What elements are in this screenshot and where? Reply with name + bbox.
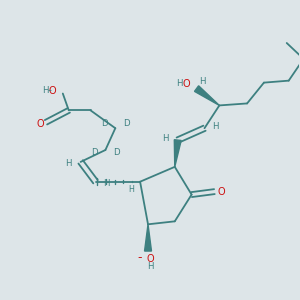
Text: D: D: [101, 119, 107, 128]
Text: H: H: [212, 122, 219, 131]
Text: H: H: [147, 262, 153, 272]
Text: H: H: [176, 79, 183, 88]
Polygon shape: [145, 224, 152, 251]
Text: O: O: [36, 119, 44, 129]
Text: H: H: [162, 134, 169, 142]
Text: O: O: [182, 79, 190, 88]
Text: H: H: [65, 159, 72, 168]
Polygon shape: [194, 86, 219, 105]
Text: H: H: [42, 86, 49, 95]
Text: -: -: [138, 251, 142, 265]
Text: O: O: [48, 85, 56, 96]
Text: O: O: [218, 187, 225, 196]
Text: D: D: [113, 148, 120, 158]
Polygon shape: [174, 140, 181, 167]
Text: H: H: [128, 185, 134, 194]
Text: -: -: [48, 85, 52, 96]
Text: D: D: [123, 119, 130, 128]
Text: H: H: [200, 77, 206, 86]
Text: H: H: [103, 179, 110, 188]
Text: O: O: [146, 254, 154, 264]
Text: D: D: [91, 148, 98, 158]
